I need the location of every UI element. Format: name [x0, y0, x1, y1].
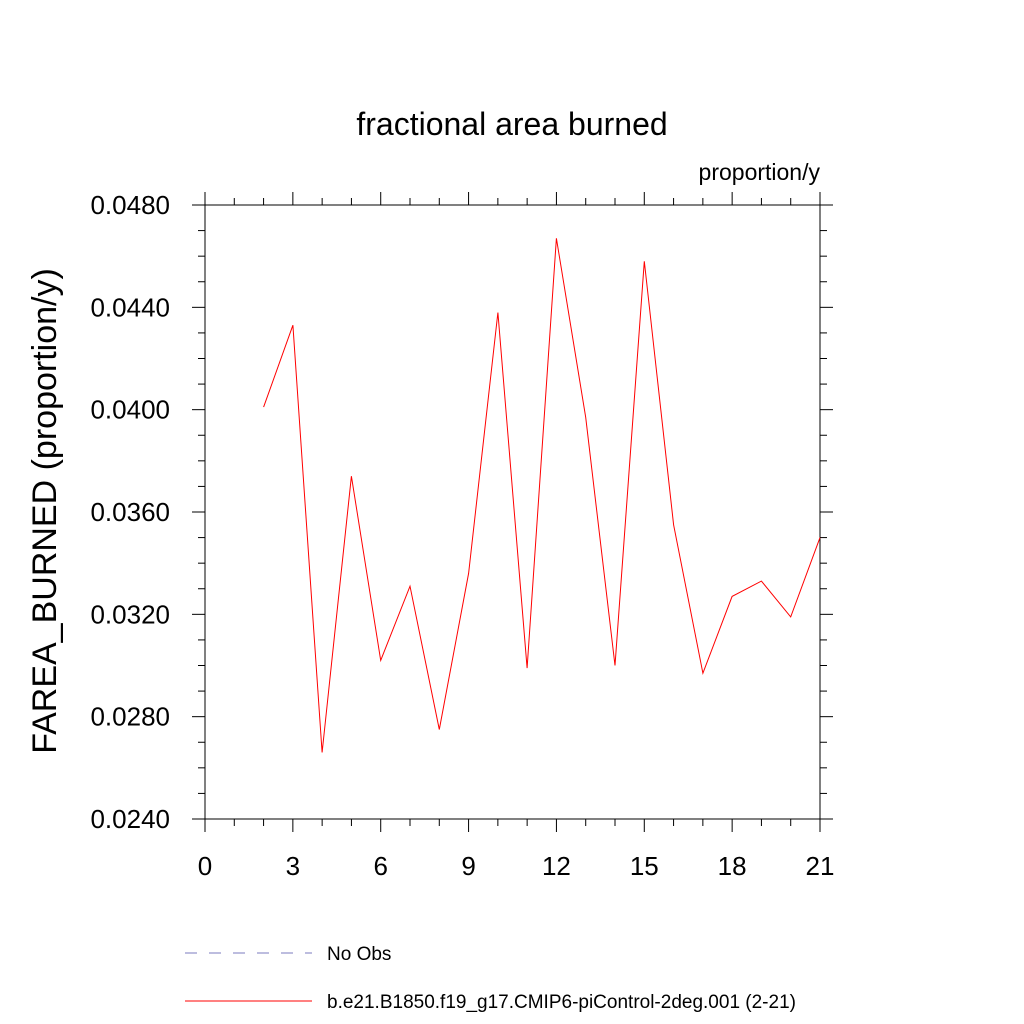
- legend: No Obs b.e21.B1850.f19_g17.CMIP6-piContr…: [185, 944, 796, 1013]
- y-tick-label: 0.0400: [90, 395, 170, 425]
- y-tick-label: 0.0480: [90, 190, 170, 220]
- x-tick-label: 15: [630, 851, 659, 881]
- x-tick-label: 3: [286, 851, 300, 881]
- x-tick-label: 0: [198, 851, 212, 881]
- series-lines: [263, 238, 821, 753]
- x-tick-labels: 0 3 6 9 12 15 18 21: [198, 851, 835, 881]
- chart-title: fractional area burned: [356, 106, 667, 142]
- x-tick-label: 21: [806, 851, 835, 881]
- y-tick-label: 0.0440: [90, 292, 170, 322]
- y-axis-label: FAREA_BURNED (proportion/y): [26, 268, 64, 754]
- x-tick-label: 18: [718, 851, 747, 881]
- y-tick-label: 0.0360: [90, 497, 170, 527]
- axis-ticks: [192, 192, 833, 832]
- y-tick-label: 0.0240: [90, 804, 170, 834]
- legend-label-no-obs: No Obs: [327, 944, 391, 965]
- plot-frame: [204, 204, 821, 820]
- x-tick-label: 9: [461, 851, 475, 881]
- x-tick-label: 6: [373, 851, 387, 881]
- units-label: proportion/y: [699, 159, 821, 185]
- x-tick-label: 12: [542, 851, 571, 881]
- y-tick-label: 0.0320: [90, 599, 170, 629]
- y-tick-label: 0.0280: [90, 702, 170, 732]
- series-line-0: [263, 238, 821, 753]
- y-tick-labels: 0.0240 0.0280 0.0320 0.0360 0.0400 0.0440 0.04…: [90, 190, 170, 834]
- legend-label-model: b.e21.B1850.f19_g17.CMIP6-piControl-2deg…: [327, 992, 796, 1013]
